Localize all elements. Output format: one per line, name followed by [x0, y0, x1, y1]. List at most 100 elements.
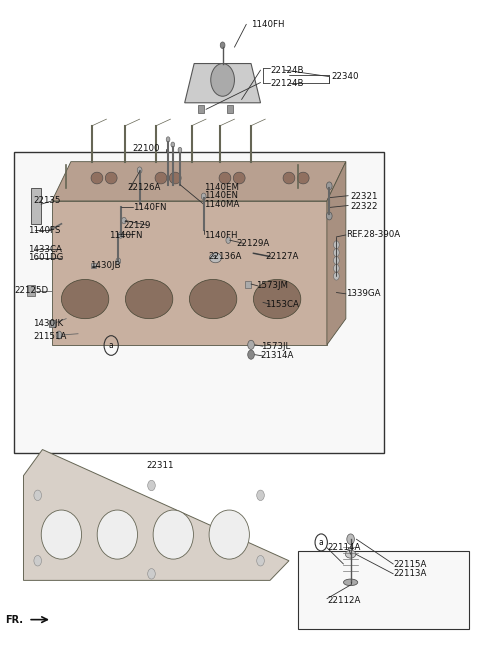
Text: 22124B: 22124B — [270, 66, 303, 75]
Text: 1140FH: 1140FH — [204, 231, 237, 240]
Text: 1140FH: 1140FH — [251, 20, 285, 29]
Circle shape — [56, 331, 62, 339]
Text: 1140EM: 1140EM — [204, 183, 239, 193]
Text: 21151A: 21151A — [33, 332, 66, 341]
Polygon shape — [52, 201, 327, 345]
Ellipse shape — [209, 510, 250, 559]
Text: 22113A: 22113A — [393, 570, 427, 578]
Ellipse shape — [297, 172, 309, 184]
Circle shape — [334, 256, 339, 264]
Circle shape — [171, 142, 175, 147]
Text: 1140EN: 1140EN — [204, 191, 238, 200]
Ellipse shape — [233, 172, 245, 184]
Polygon shape — [52, 162, 346, 201]
Circle shape — [248, 350, 254, 359]
Ellipse shape — [155, 172, 167, 184]
Circle shape — [347, 534, 354, 545]
Ellipse shape — [97, 510, 137, 559]
Bar — [299, 551, 469, 629]
Ellipse shape — [346, 551, 356, 558]
Circle shape — [248, 340, 254, 350]
Ellipse shape — [190, 279, 237, 319]
Text: FR.: FR. — [5, 615, 24, 625]
Circle shape — [201, 193, 206, 200]
Text: 22135: 22135 — [33, 196, 60, 206]
Text: a: a — [319, 538, 324, 547]
Circle shape — [334, 272, 339, 280]
Bar — [27, 285, 35, 296]
Circle shape — [257, 556, 264, 566]
Polygon shape — [24, 449, 289, 580]
Text: REF.28-390A: REF.28-390A — [346, 231, 400, 239]
Text: 22100: 22100 — [132, 144, 160, 153]
Text: 22321: 22321 — [350, 192, 378, 201]
Bar — [31, 188, 41, 224]
Text: 22136A: 22136A — [208, 252, 242, 261]
Text: 1573JM: 1573JM — [256, 281, 288, 290]
Text: 1573JL: 1573JL — [261, 342, 290, 351]
Text: 1140FN: 1140FN — [132, 203, 166, 212]
Circle shape — [178, 147, 182, 152]
Bar — [91, 263, 96, 268]
Text: 1153CA: 1153CA — [265, 300, 299, 309]
Ellipse shape — [91, 172, 103, 184]
Text: 22124B: 22124B — [270, 79, 303, 87]
Text: 22114A: 22114A — [327, 543, 360, 552]
Circle shape — [326, 182, 332, 190]
Text: 22129: 22129 — [123, 221, 150, 230]
Circle shape — [334, 264, 339, 272]
Circle shape — [34, 490, 41, 501]
Circle shape — [220, 42, 225, 49]
Ellipse shape — [153, 510, 193, 559]
Text: 22126A: 22126A — [128, 183, 161, 193]
Text: 1140MA: 1140MA — [204, 200, 239, 209]
Text: 22127A: 22127A — [265, 252, 299, 261]
Bar — [227, 104, 232, 113]
Circle shape — [257, 490, 264, 501]
Ellipse shape — [61, 279, 109, 319]
Circle shape — [211, 64, 234, 97]
Polygon shape — [185, 64, 261, 102]
Bar — [198, 104, 204, 113]
Polygon shape — [327, 162, 346, 345]
Text: 1430JK: 1430JK — [33, 319, 63, 328]
Circle shape — [334, 249, 339, 256]
Ellipse shape — [169, 172, 181, 184]
Text: a: a — [109, 341, 114, 350]
Text: 22311: 22311 — [147, 461, 174, 470]
Ellipse shape — [283, 172, 295, 184]
Ellipse shape — [344, 579, 358, 585]
Circle shape — [121, 217, 126, 224]
Circle shape — [148, 480, 155, 491]
Circle shape — [166, 137, 170, 142]
Ellipse shape — [210, 253, 221, 263]
Ellipse shape — [125, 279, 173, 319]
Text: 22112A: 22112A — [327, 595, 360, 604]
Circle shape — [226, 237, 231, 244]
Circle shape — [148, 568, 155, 579]
Text: 1430JB: 1430JB — [90, 261, 120, 270]
Text: 1433CA: 1433CA — [28, 245, 62, 254]
Text: 1601DG: 1601DG — [28, 254, 63, 262]
Circle shape — [116, 258, 120, 264]
Circle shape — [34, 556, 41, 566]
Text: 22340: 22340 — [332, 72, 359, 81]
Circle shape — [137, 167, 142, 173]
Text: 1339GA: 1339GA — [346, 289, 380, 298]
Ellipse shape — [253, 279, 301, 319]
Bar — [49, 320, 55, 327]
Circle shape — [118, 232, 123, 238]
Circle shape — [326, 212, 332, 220]
Ellipse shape — [41, 510, 82, 559]
Circle shape — [334, 241, 339, 249]
Bar — [14, 152, 384, 453]
Text: 1140FS: 1140FS — [28, 226, 60, 235]
Text: 1140FN: 1140FN — [109, 231, 142, 240]
Ellipse shape — [219, 172, 231, 184]
Text: 21314A: 21314A — [261, 351, 294, 361]
Text: 22322: 22322 — [350, 202, 378, 212]
Text: 22129A: 22129A — [237, 239, 270, 248]
Text: 22115A: 22115A — [393, 560, 427, 568]
Text: 22125D: 22125D — [14, 286, 48, 295]
Ellipse shape — [105, 172, 117, 184]
